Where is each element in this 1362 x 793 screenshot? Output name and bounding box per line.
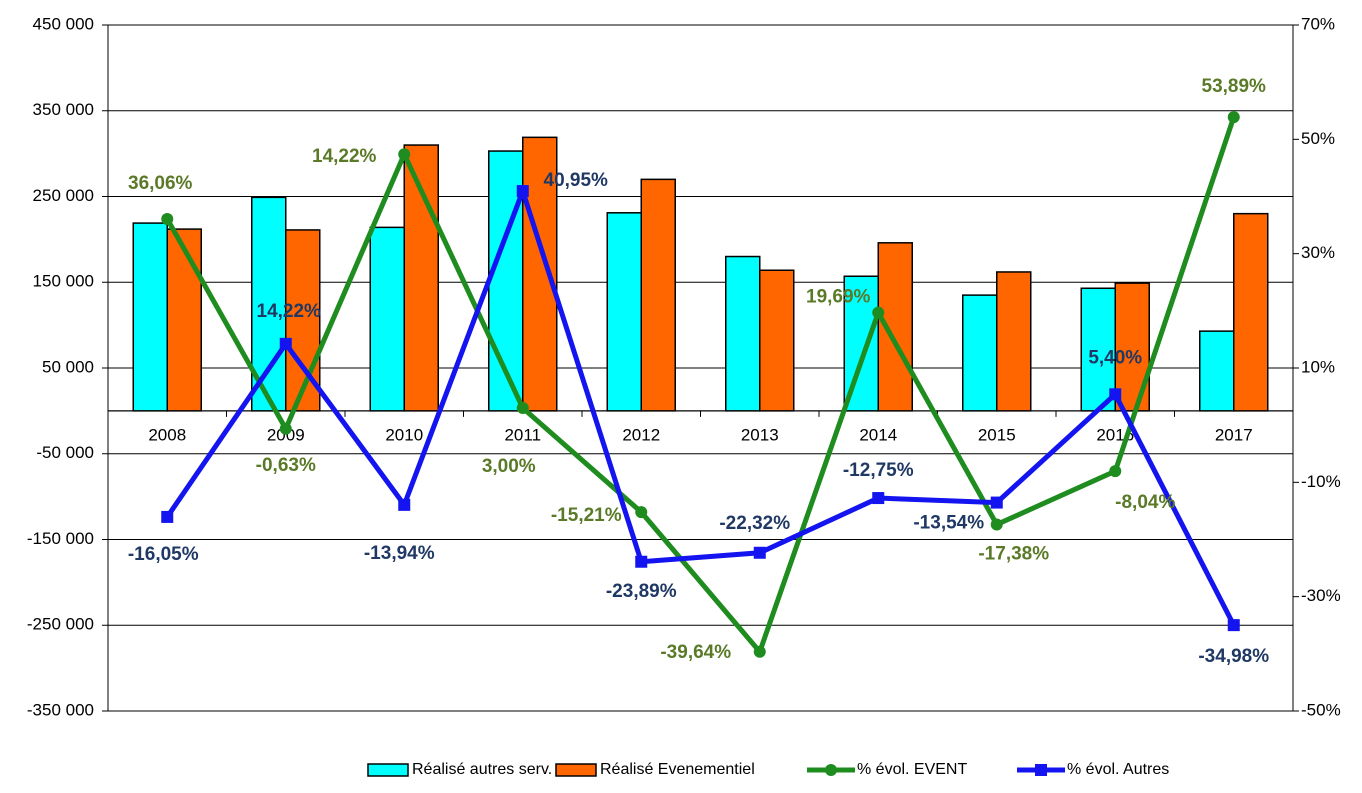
data-label: 14,22% xyxy=(257,301,322,322)
data-label: -23,89% xyxy=(606,581,677,602)
bar xyxy=(166,228,202,412)
marker xyxy=(635,555,648,568)
data-label: 19,69% xyxy=(806,287,871,308)
marker xyxy=(516,402,529,415)
bar xyxy=(640,178,676,412)
marker xyxy=(753,645,766,658)
y-tick-label: -250 000 xyxy=(27,615,94,634)
data-label: -8,04% xyxy=(1115,492,1175,513)
y-tick-label: 150 000 xyxy=(33,272,94,291)
x-tick-label: 2010 xyxy=(385,425,423,444)
x-tick-label: 2011 xyxy=(504,425,541,444)
y-tick-label: 250 000 xyxy=(33,186,94,205)
data-label: 40,95% xyxy=(544,170,609,191)
data-label: -22,32% xyxy=(719,513,790,534)
y2-tick-label: -50% xyxy=(1301,700,1341,719)
x-tick-label: 2009 xyxy=(267,425,305,444)
y-tick-label: 50 000 xyxy=(42,357,94,376)
annotation: 14,22% xyxy=(312,146,377,167)
data-label: 36,06% xyxy=(128,173,193,194)
bar xyxy=(725,255,761,412)
marker xyxy=(990,518,1003,531)
bar xyxy=(996,271,1032,412)
marker xyxy=(753,546,766,559)
marker xyxy=(279,422,292,435)
legend-swatch xyxy=(367,763,409,777)
marker xyxy=(398,498,411,511)
marker xyxy=(1227,619,1240,632)
legend-label: % évol. Autres xyxy=(1067,761,1169,778)
data-label: 3,00% xyxy=(482,456,536,477)
line xyxy=(165,116,1237,657)
legend-marker xyxy=(1035,764,1047,776)
bar xyxy=(1233,212,1269,412)
y-tick-label: -150 000 xyxy=(27,529,94,548)
marker xyxy=(161,510,174,523)
data-label: -17,38% xyxy=(978,544,1049,565)
marker xyxy=(279,337,292,350)
bar xyxy=(962,294,998,412)
y2-tick-label: 30% xyxy=(1301,243,1335,262)
x-tick-label: 2015 xyxy=(978,425,1016,444)
legend-label: % évol. EVENT xyxy=(857,761,967,778)
y-tick-label: 350 000 xyxy=(33,100,94,119)
data-label: -34,98% xyxy=(1198,646,1269,667)
legend-swatch xyxy=(555,763,597,777)
line xyxy=(165,183,1236,627)
y2-tick-label: 10% xyxy=(1301,357,1335,376)
data-label: 5,40% xyxy=(1088,347,1142,368)
x-tick-label: 2008 xyxy=(148,425,186,444)
data-label: -16,05% xyxy=(128,544,199,565)
bar xyxy=(606,212,642,412)
data-label: 53,89% xyxy=(1202,76,1267,97)
marker xyxy=(1109,465,1122,478)
legend-label: Réalisé autres serv. xyxy=(412,761,552,778)
marker xyxy=(398,148,411,161)
marker xyxy=(872,306,885,319)
data-label: -0,63% xyxy=(256,455,316,476)
marker xyxy=(872,492,885,505)
data-label: -39,64% xyxy=(660,642,731,663)
marker xyxy=(1109,388,1122,401)
data-label: -13,94% xyxy=(364,543,435,564)
marker xyxy=(516,185,529,198)
bar xyxy=(132,222,168,412)
marker xyxy=(990,496,1003,509)
y-tick-label: -50 000 xyxy=(36,443,94,462)
y-tick-label: -350 000 xyxy=(27,700,94,719)
x-tick-label: 2013 xyxy=(741,425,779,444)
y-tick-label: 450 000 xyxy=(33,14,94,33)
y2-tick-label: -10% xyxy=(1301,472,1341,491)
y2-tick-label: 70% xyxy=(1301,14,1335,33)
marker xyxy=(161,213,174,226)
x-tick-label: 2012 xyxy=(622,425,660,444)
legend-marker xyxy=(825,764,837,776)
y2-tick-label: -30% xyxy=(1301,586,1341,605)
bar xyxy=(759,269,795,412)
bar xyxy=(1199,330,1235,412)
marker xyxy=(1227,111,1240,124)
data-label: -12,75% xyxy=(843,460,914,481)
x-tick-label: 2014 xyxy=(859,425,897,444)
y2-tick-label: 50% xyxy=(1301,129,1335,148)
marker xyxy=(635,506,648,519)
data-label: -13,54% xyxy=(913,513,984,534)
bar xyxy=(369,226,405,412)
legend-label: Réalisé Evenementiel xyxy=(600,761,755,778)
x-tick-label: 2017 xyxy=(1215,425,1253,444)
data-label: -15,21% xyxy=(551,505,622,526)
